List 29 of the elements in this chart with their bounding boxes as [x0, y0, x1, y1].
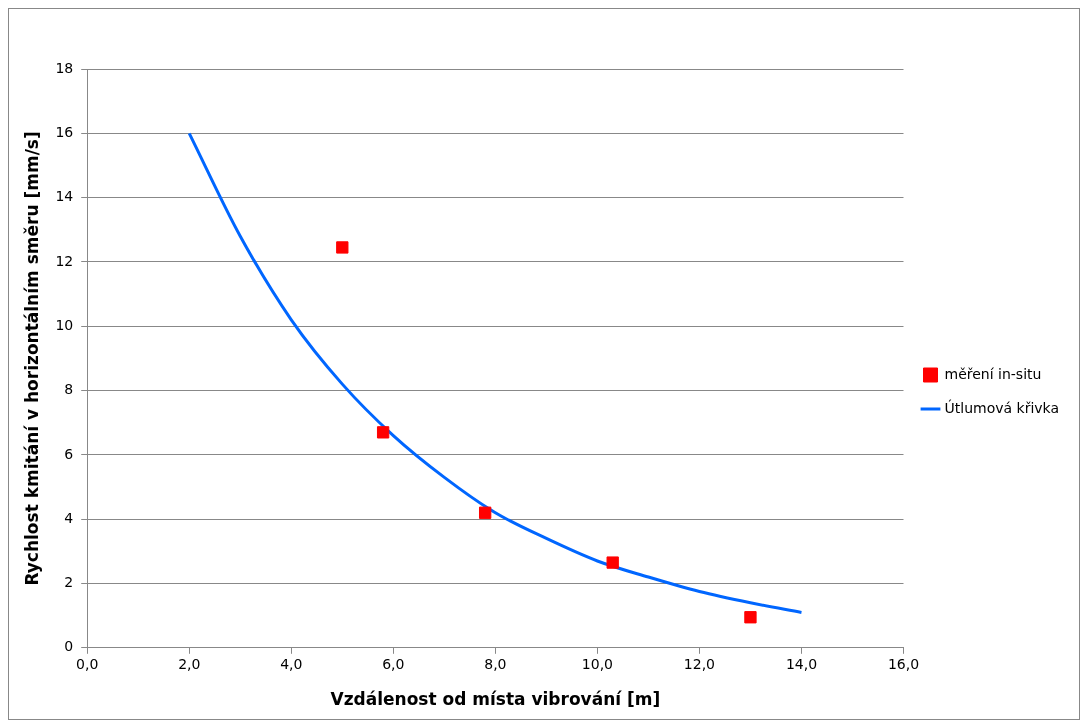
x-tick-label: 4,0 — [280, 655, 303, 672]
y-tick-label: 12 — [55, 252, 74, 269]
point — [376, 426, 390, 439]
y-tick-label: 4 — [64, 509, 74, 526]
x-tick-label: 16,0 — [887, 655, 920, 672]
x-tick-label: 12,0 — [683, 655, 716, 672]
x-tick-label: 8,0 — [484, 655, 507, 672]
legend-label: Útlumová křivka — [944, 398, 1059, 416]
x-tick-label: 0,0 — [76, 655, 99, 672]
point — [606, 556, 619, 569]
y-tick-label: 18 — [55, 59, 74, 76]
line-series — [187, 131, 803, 614]
y-axis-title: Rychlost kmitání v horizontálním směru [mm/s] — [21, 131, 42, 586]
y-tick-label: 14 — [55, 188, 74, 205]
x-tick-label: 2,0 — [178, 655, 201, 672]
y-tick-label: 8 — [64, 381, 74, 398]
point — [336, 241, 349, 254]
x-tick-label: 14,0 — [785, 655, 818, 672]
point — [744, 611, 757, 624]
y-tick-label: 0 — [64, 638, 74, 655]
x-tick-label: 10,0 — [581, 655, 613, 672]
y-tick-label: 16 — [55, 123, 74, 140]
x-axis-title: Vzdálenost od místa vibrování [m] — [330, 689, 661, 710]
legend-label: měření in-situ — [944, 365, 1042, 382]
y-tick-label: 6 — [64, 445, 74, 462]
x-tick-label: 6,0 — [382, 655, 405, 672]
y-tick-label: 10 — [55, 316, 74, 333]
point — [479, 506, 492, 519]
y-tick-label: 2 — [64, 574, 74, 591]
